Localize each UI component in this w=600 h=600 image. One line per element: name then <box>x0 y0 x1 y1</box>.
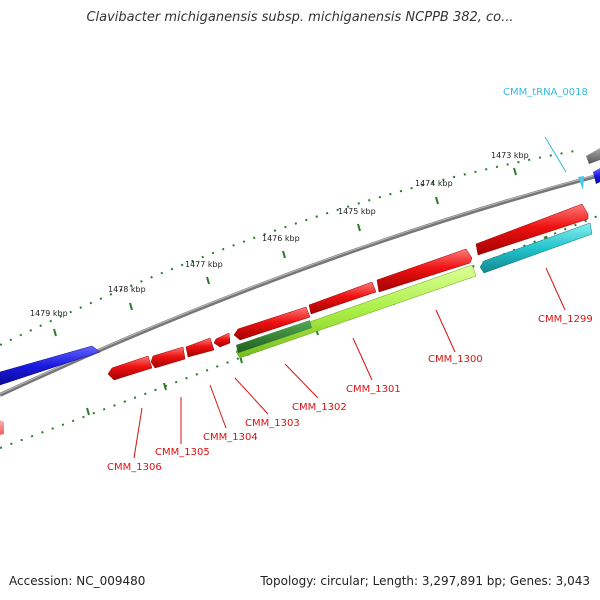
gene-cmm-1302[interactable] <box>233 306 311 341</box>
gene-cmm-1301[interactable] <box>308 281 377 315</box>
label-cmm-trna-0018[interactable]: CMM_tRNA_0018 <box>503 87 588 98</box>
label-cmm-1300[interactable]: CMM_1300 <box>428 354 483 365</box>
kbp-label-1474: 1474 kbp <box>415 179 453 188</box>
label-cmm-1304[interactable]: CMM_1304 <box>203 432 258 443</box>
reverse-strand-genes <box>235 222 593 359</box>
genome-backbone-highlight <box>0 173 600 395</box>
kbp-label-1475: 1475 kbp <box>338 207 376 216</box>
label-connectors <box>133 136 567 459</box>
kbp-label-1479: 1479 kbp <box>30 309 68 318</box>
accession-label: Accession: NC_009480 <box>9 574 146 588</box>
label-cmm-1301[interactable]: CMM_1301 <box>346 384 401 395</box>
gene-grey-top-right[interactable] <box>586 148 600 164</box>
label-cmm-1306[interactable]: CMM_1306 <box>107 462 162 473</box>
kbp-label-1477: 1477 kbp <box>185 260 223 269</box>
genome-summary: Topology: circular; Length: 3,297,891 bp… <box>260 574 590 588</box>
kbp-label-1476: 1476 kbp <box>262 234 300 243</box>
gene-green-cmm-1300[interactable] <box>235 264 477 359</box>
label-cmm-1299[interactable]: CMM_1299 <box>538 314 593 325</box>
label-cmm-1305[interactable]: CMM_1305 <box>155 447 210 458</box>
map-title: Clavibacter michiganensis subsp. michiga… <box>86 10 514 25</box>
gene-cmm-1304[interactable] <box>185 337 215 358</box>
gene-cmm-1299[interactable] <box>475 203 589 256</box>
forward-strand-genes <box>107 203 589 381</box>
gene-dark-green-segment[interactable] <box>236 320 312 353</box>
gene-blue-left[interactable] <box>0 345 101 386</box>
gene-cmm-1303[interactable] <box>213 332 231 348</box>
kbp-label-1473: 1473 kbp <box>491 151 529 160</box>
gene-cmm-1305[interactable] <box>150 346 186 369</box>
outer-ruler-arc <box>0 149 581 346</box>
gene-pink-left[interactable] <box>0 420 4 435</box>
gene-cmm-1306[interactable] <box>107 355 153 381</box>
label-cmm-1303[interactable]: CMM_1303 <box>245 418 300 429</box>
label-cmm-1302[interactable]: CMM_1302 <box>292 402 347 413</box>
gene-blue-top-right[interactable] <box>593 168 600 184</box>
genome-backbone <box>0 173 600 397</box>
trna-marker[interactable] <box>578 176 584 190</box>
kbp-label-1478: 1478 kbp <box>108 285 146 294</box>
outer-ruler-major-ticks <box>53 167 517 337</box>
gene-cmm-1300[interactable] <box>376 248 473 293</box>
gene-cyan-cmm-1299[interactable] <box>479 222 593 274</box>
